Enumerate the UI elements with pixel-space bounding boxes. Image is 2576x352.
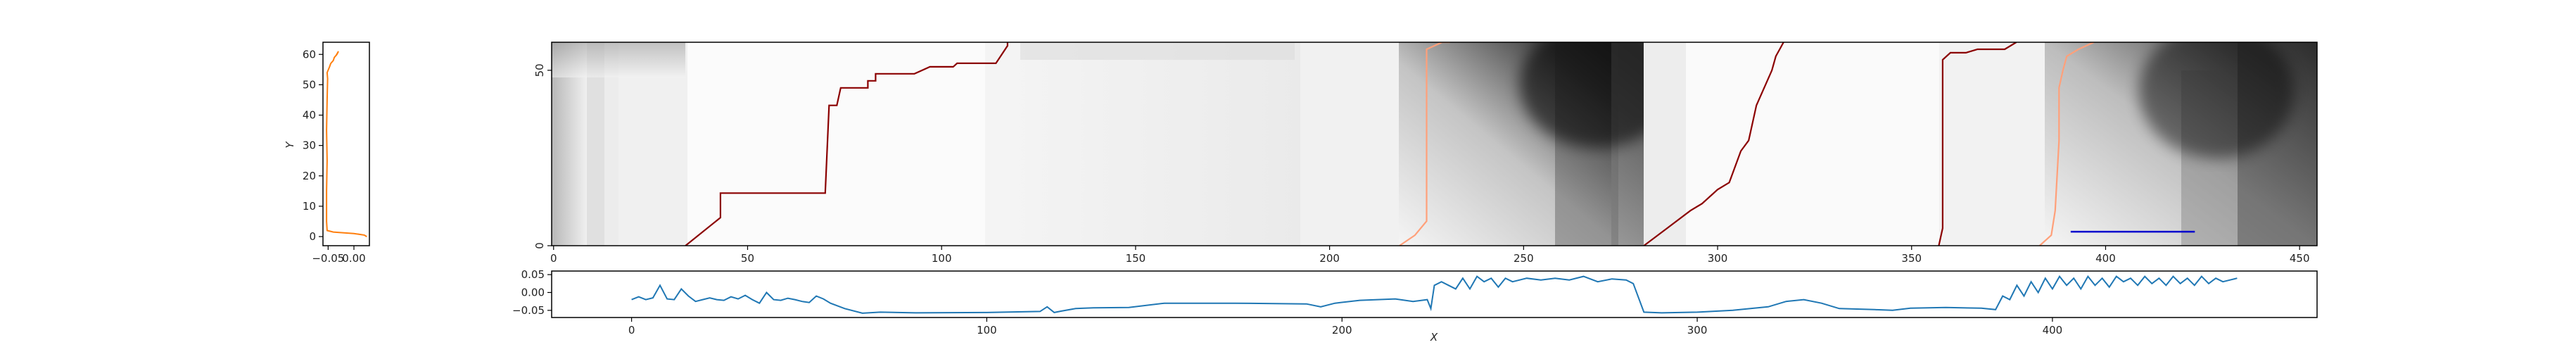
main-x-tick-label: 150	[1126, 252, 1146, 265]
main-x-tick-label: 250	[1514, 252, 1534, 265]
alignment-path	[1399, 42, 1450, 246]
left-y-tick-label: 30	[303, 139, 316, 152]
bottom-x-tick-label: 300	[1687, 324, 1708, 337]
left-x-tick-label: 0.00	[342, 252, 365, 265]
left-y-tick-label: 0	[309, 230, 316, 243]
alignment-path	[1643, 42, 1784, 246]
alignment-path	[685, 42, 1008, 246]
bottom-plot-frame	[551, 270, 2318, 318]
left-y-tick-label: 50	[303, 78, 316, 91]
bottom-axis-ticks: 0 100 200 300 400 0.05 0.00 −0.05	[512, 268, 2062, 337]
main-y-tick-label: 50	[533, 63, 546, 77]
heatmap-axis-ticks: 0 50 100 150 200 250 300 350 400 450 0 50	[533, 63, 2310, 265]
left-y-axis-label: Y	[284, 141, 296, 149]
path-overlays	[685, 42, 2195, 246]
left-y-tick-label: 60	[303, 48, 316, 61]
bottom-x-tick-label: 100	[977, 324, 997, 337]
bottom-y-tick-label: −0.05	[512, 304, 545, 317]
bottom-y-tick-label: 0.00	[521, 286, 545, 298]
heatmap-image	[552, 42, 2317, 246]
main-x-tick-label: 300	[1708, 252, 1728, 265]
bottom-x-tick-label: 400	[2043, 324, 2063, 337]
left-profile-plot: −0.050.00 0 10 20 30 40 50 60 Y	[284, 42, 370, 265]
main-x-tick-label: 50	[741, 252, 754, 265]
main-x-tick-label: 400	[2095, 252, 2116, 265]
left-profile-line	[326, 51, 367, 237]
heatmap-plot: 0 50 100 150 200 250 300 350 400 450 0 50	[533, 42, 2318, 265]
main-x-tick-label: 450	[2290, 252, 2310, 265]
main-x-tick-label: 350	[1901, 252, 1922, 265]
alignment-path	[2038, 42, 2095, 246]
left-axis-ticks: −0.050.00 0 10 20 30 40 50 60	[303, 48, 366, 265]
bottom-profile-line	[631, 275, 2238, 314]
bottom-x-tick-label: 0	[628, 324, 635, 337]
main-x-tick-label: 0	[550, 252, 557, 265]
left-y-tick-label: 10	[303, 200, 316, 213]
heatmap-frame	[551, 42, 2318, 246]
main-y-tick-label: 0	[533, 242, 546, 249]
bottom-x-axis-label: X	[1430, 331, 1438, 344]
left-plot-frame	[322, 42, 370, 246]
bottom-profile-plot: 0 100 200 300 400 0.05 0.00 −0.05 X	[512, 268, 2318, 344]
bottom-y-tick-label: 0.05	[521, 268, 545, 281]
main-x-tick-label: 200	[1319, 252, 1340, 265]
left-y-tick-label: 40	[303, 109, 316, 122]
alignment-path	[1938, 42, 2017, 246]
left-x-tick-label: −0.05	[312, 252, 344, 265]
bottom-x-tick-label: 200	[1332, 324, 1352, 337]
left-y-tick-label: 20	[303, 170, 316, 182]
main-x-tick-label: 100	[932, 252, 952, 265]
